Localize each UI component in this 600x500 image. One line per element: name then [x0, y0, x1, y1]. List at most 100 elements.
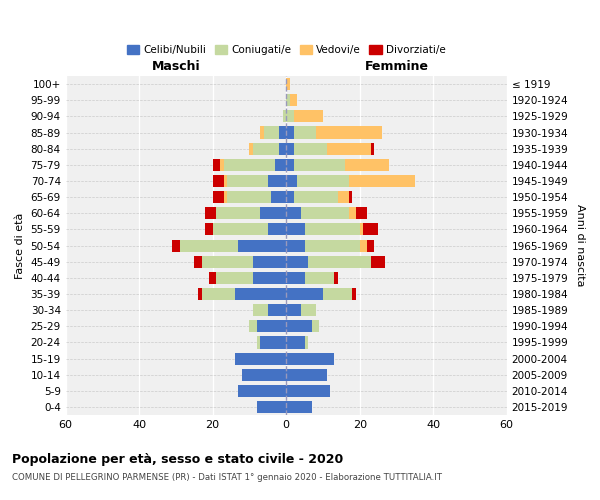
Bar: [286, 288, 323, 300]
Bar: [202, 288, 235, 300]
Bar: [301, 207, 349, 220]
Text: Maschi: Maschi: [152, 60, 200, 73]
Bar: [235, 352, 286, 364]
Bar: [250, 142, 253, 154]
Bar: [360, 224, 364, 235]
Bar: [283, 110, 286, 122]
Bar: [323, 288, 352, 300]
Bar: [293, 142, 326, 154]
Bar: [260, 336, 286, 348]
Bar: [212, 159, 220, 171]
Bar: [257, 336, 260, 348]
Bar: [264, 126, 279, 138]
Bar: [275, 159, 286, 171]
Y-axis label: Anni di nascita: Anni di nascita: [575, 204, 585, 287]
Bar: [220, 159, 224, 171]
Bar: [286, 368, 326, 381]
Bar: [301, 304, 316, 316]
Bar: [312, 320, 319, 332]
Bar: [367, 240, 374, 252]
Bar: [371, 256, 385, 268]
Bar: [172, 240, 179, 252]
Bar: [212, 175, 224, 187]
Bar: [205, 224, 212, 235]
Bar: [268, 304, 286, 316]
Bar: [212, 224, 268, 235]
Bar: [286, 142, 293, 154]
Bar: [235, 288, 286, 300]
Bar: [286, 240, 305, 252]
Bar: [227, 175, 268, 187]
Bar: [286, 78, 290, 90]
Bar: [257, 401, 286, 413]
Bar: [334, 272, 338, 284]
Bar: [286, 224, 305, 235]
Bar: [349, 207, 356, 220]
Bar: [286, 336, 305, 348]
Bar: [305, 272, 334, 284]
Bar: [260, 207, 286, 220]
Bar: [290, 94, 297, 106]
Bar: [242, 368, 286, 381]
Bar: [316, 126, 382, 138]
Bar: [364, 224, 378, 235]
Bar: [268, 175, 286, 187]
Bar: [286, 304, 301, 316]
Bar: [297, 175, 349, 187]
Bar: [268, 224, 286, 235]
Text: Femmine: Femmine: [364, 60, 428, 73]
Bar: [356, 207, 367, 220]
Bar: [371, 142, 374, 154]
Bar: [238, 240, 286, 252]
Text: Popolazione per età, sesso e stato civile - 2020: Popolazione per età, sesso e stato civil…: [12, 452, 343, 466]
Bar: [257, 320, 286, 332]
Bar: [286, 256, 308, 268]
Bar: [253, 256, 286, 268]
Legend: Celibi/Nubili, Coniugati/e, Vedovi/e, Divorziati/e: Celibi/Nubili, Coniugati/e, Vedovi/e, Di…: [122, 40, 450, 59]
Bar: [224, 159, 275, 171]
Bar: [286, 126, 293, 138]
Bar: [349, 191, 352, 203]
Bar: [349, 175, 415, 187]
Bar: [253, 142, 279, 154]
Bar: [293, 159, 345, 171]
Bar: [253, 304, 268, 316]
Bar: [293, 191, 338, 203]
Bar: [293, 126, 316, 138]
Bar: [326, 142, 371, 154]
Bar: [352, 288, 356, 300]
Bar: [286, 272, 305, 284]
Bar: [224, 175, 227, 187]
Text: COMUNE DI PELLEGRINO PARMENSE (PR) - Dati ISTAT 1° gennaio 2020 - Elaborazione T: COMUNE DI PELLEGRINO PARMENSE (PR) - Dat…: [12, 472, 442, 482]
Bar: [308, 256, 371, 268]
Bar: [209, 272, 217, 284]
Bar: [217, 272, 253, 284]
Bar: [286, 94, 290, 106]
Bar: [293, 110, 323, 122]
Bar: [271, 191, 286, 203]
Bar: [345, 159, 389, 171]
Bar: [253, 272, 286, 284]
Bar: [279, 142, 286, 154]
Bar: [224, 191, 227, 203]
Bar: [286, 320, 312, 332]
Bar: [338, 191, 349, 203]
Bar: [260, 126, 264, 138]
Y-axis label: Fasce di età: Fasce di età: [15, 212, 25, 279]
Bar: [194, 256, 202, 268]
Bar: [250, 320, 257, 332]
Bar: [286, 191, 293, 203]
Bar: [360, 240, 367, 252]
Bar: [198, 288, 202, 300]
Bar: [205, 207, 217, 220]
Bar: [212, 191, 224, 203]
Bar: [305, 336, 308, 348]
Bar: [227, 191, 271, 203]
Bar: [279, 126, 286, 138]
Bar: [217, 207, 260, 220]
Bar: [305, 240, 360, 252]
Bar: [305, 224, 360, 235]
Bar: [238, 385, 286, 397]
Bar: [179, 240, 238, 252]
Bar: [286, 110, 293, 122]
